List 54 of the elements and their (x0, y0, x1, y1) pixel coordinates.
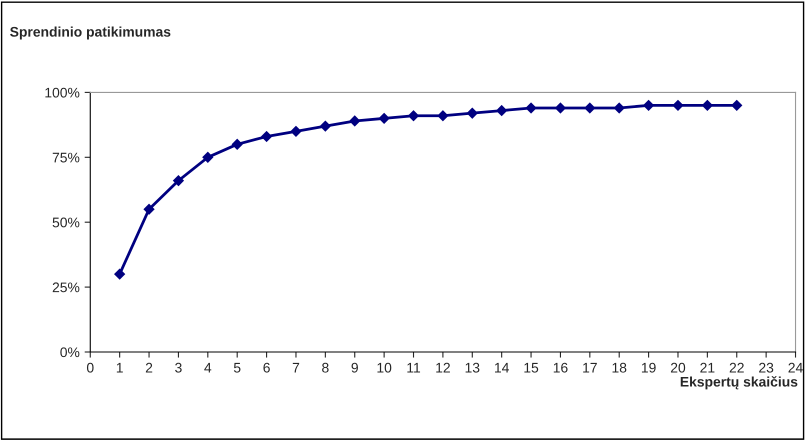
point (202, 152, 214, 163)
x-tick-label: 17 (583, 362, 597, 372)
x-tick-label: 20 (670, 362, 686, 373)
x-tick-label: 24 (788, 362, 803, 372)
point (144, 204, 154, 215)
point (614, 102, 625, 114)
point (232, 138, 243, 150)
point (702, 100, 713, 111)
x-tick-label: 4 (204, 362, 212, 372)
x-tick-label: 5 (234, 362, 240, 373)
chart-title: Sprendinio patikimumas (10, 26, 170, 40)
x-tick-label: 21 (700, 362, 714, 372)
point (378, 112, 390, 124)
point (349, 116, 360, 126)
y-tick-label: 25% (52, 282, 80, 292)
point (643, 100, 654, 111)
point (290, 126, 302, 137)
x-tick-label: 14 (495, 362, 509, 372)
point (672, 100, 684, 111)
x-tick-label: 18 (612, 362, 626, 373)
x-tick-label: 1 (116, 362, 123, 372)
x-tick-label: 15 (524, 362, 538, 373)
point (437, 110, 448, 122)
x-tick-label: 22 (730, 362, 744, 372)
x-tick-label: 11 (407, 362, 420, 372)
point (526, 102, 536, 114)
x-tick-label: 16 (554, 362, 568, 373)
point (466, 108, 478, 119)
point (408, 110, 419, 122)
x-tick-label: 8 (322, 362, 329, 373)
point (555, 102, 566, 114)
x-tick-label: 13 (466, 362, 480, 373)
point (496, 105, 508, 116)
x-tick-label: 0 (86, 362, 94, 373)
y-tick-label: 100% (45, 88, 80, 98)
y-tick-label: 0% (60, 347, 80, 358)
point (114, 268, 126, 280)
x-tick-label: 6 (263, 362, 270, 373)
y-tick-label: 75% (52, 152, 80, 162)
x-tick-label: 7 (292, 362, 300, 372)
point (261, 131, 272, 142)
x-tick-label: 3 (175, 362, 182, 373)
x-axis-title: Ekspertų skaičius (680, 376, 798, 390)
point (584, 102, 596, 114)
x-tick-label: 12 (436, 362, 450, 372)
point (731, 100, 742, 111)
point (320, 120, 331, 132)
x-tick-label: 19 (642, 362, 656, 373)
y-tick-label: 50% (52, 218, 80, 228)
point (172, 175, 184, 186)
x-tick-label: 10 (377, 362, 392, 373)
x-tick-label: 23 (759, 362, 774, 373)
x-tick-label: 2 (146, 362, 152, 372)
x-tick-label: 9 (352, 362, 358, 373)
